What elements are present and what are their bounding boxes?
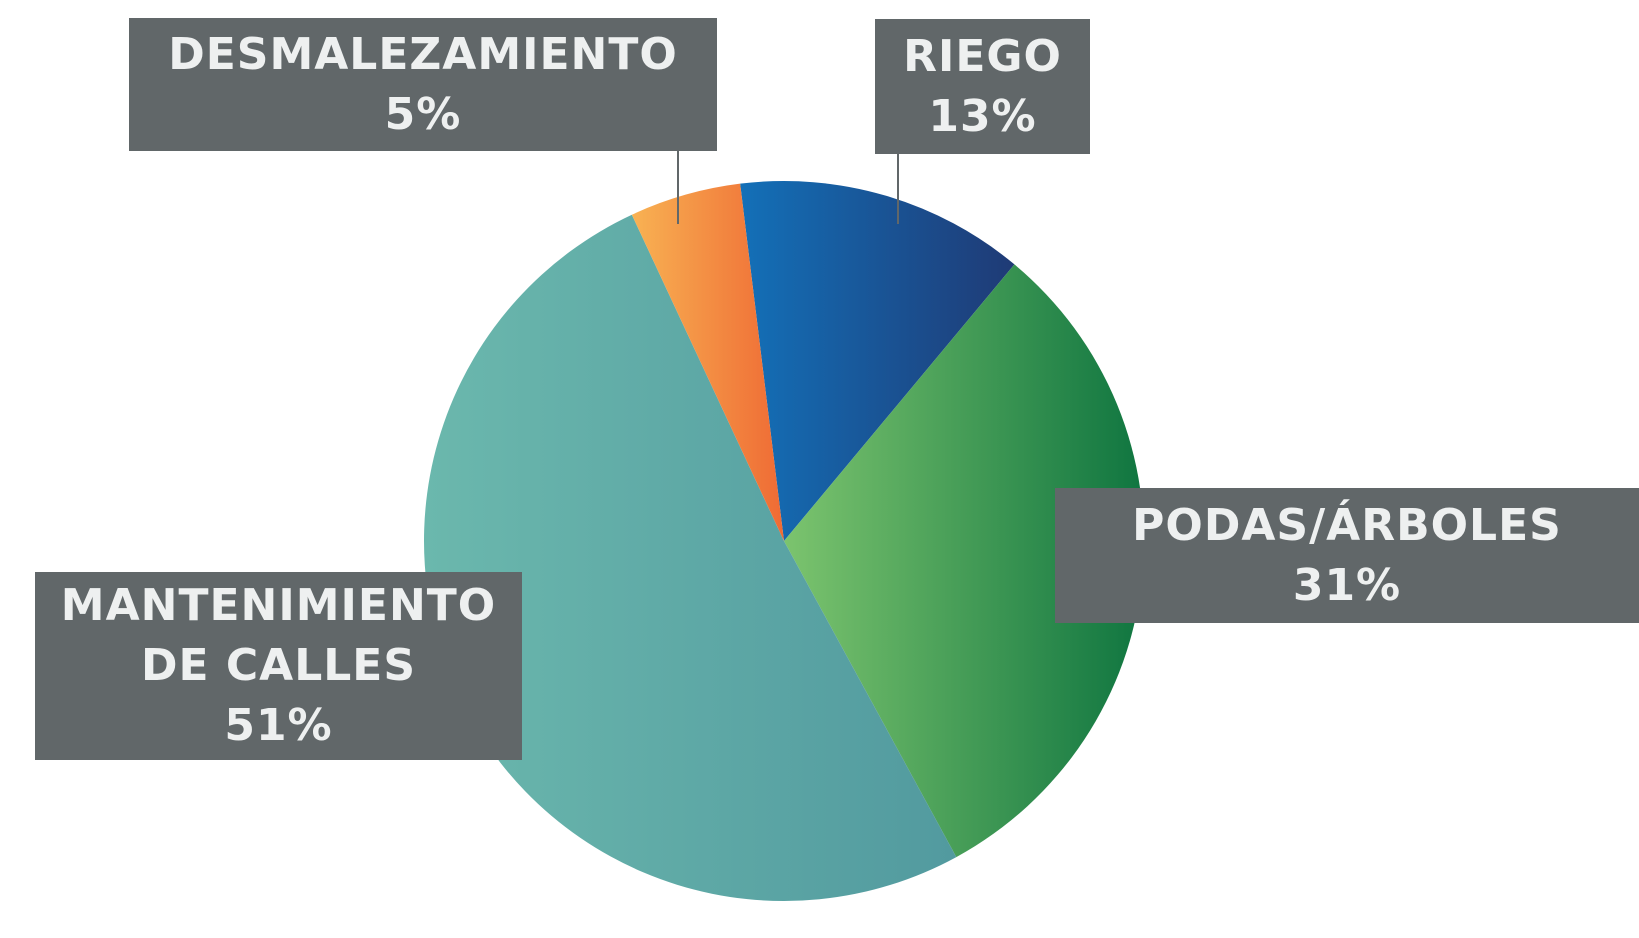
pie-slice	[423, 214, 957, 902]
pie-slice	[784, 264, 1144, 858]
value-label: 31%	[1292, 559, 1402, 611]
slice-label: MANTENIMIENTO DE CALLES 51%	[35, 572, 522, 760]
pie-slice	[740, 181, 1015, 541]
slice-label: PODAS/ÁRBOLES 31%	[1055, 488, 1639, 623]
category-label: DESMALEZAMIENTO	[168, 28, 678, 80]
value-label: 13%	[928, 90, 1037, 142]
category-label: RIEGO	[903, 30, 1062, 82]
value-label: 5%	[384, 88, 462, 140]
category-label: MANTENIMIENTO DE CALLES	[60, 580, 497, 691]
slice-label: DESMALEZAMIENTO 5%	[129, 18, 717, 151]
pie-slice	[631, 183, 784, 541]
category-label: PODAS/ÁRBOLES	[1132, 499, 1562, 551]
slice-label: RIEGO 13%	[875, 19, 1090, 154]
value-label: 51%	[224, 700, 333, 751]
